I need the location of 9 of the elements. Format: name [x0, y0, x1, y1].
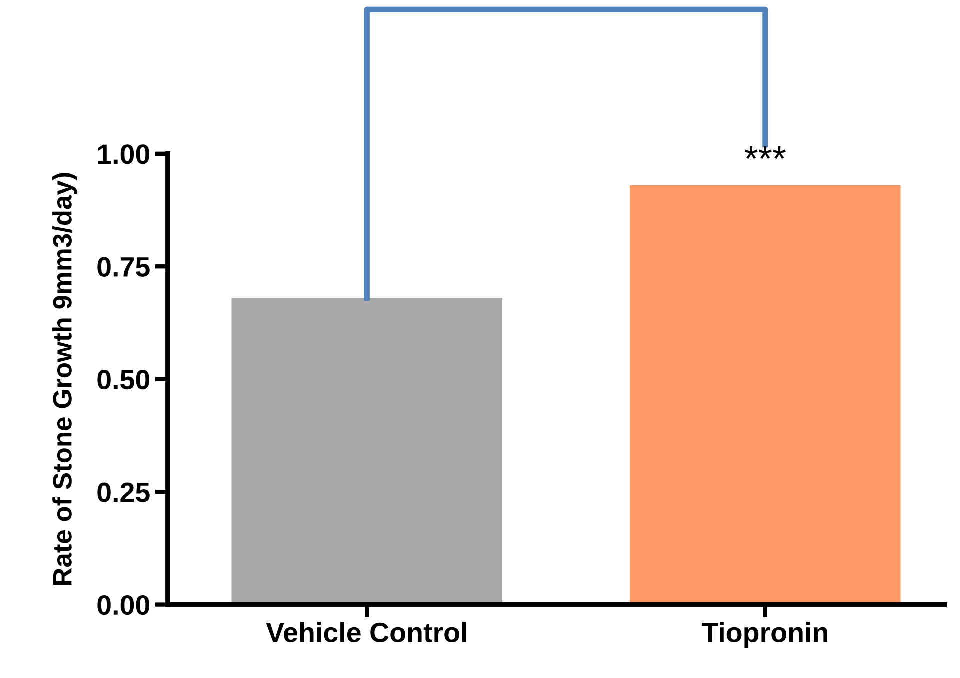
y-tick-label: 0.50	[98, 370, 150, 390]
x-tick-label: Vehicle Control	[266, 622, 466, 643]
annotation: ***	[744, 146, 786, 160]
y-tick-label: 0.25	[98, 482, 150, 502]
y-tick-label: 1.00	[98, 144, 150, 164]
x-tick-label: Tiopronin	[702, 622, 828, 648]
y-tick-label: 0.00	[98, 595, 150, 616]
y-tick-label: 0.75	[98, 257, 150, 277]
y-axis-title: Rate of Stone Growth 9mm3/day)	[52, 173, 78, 586]
